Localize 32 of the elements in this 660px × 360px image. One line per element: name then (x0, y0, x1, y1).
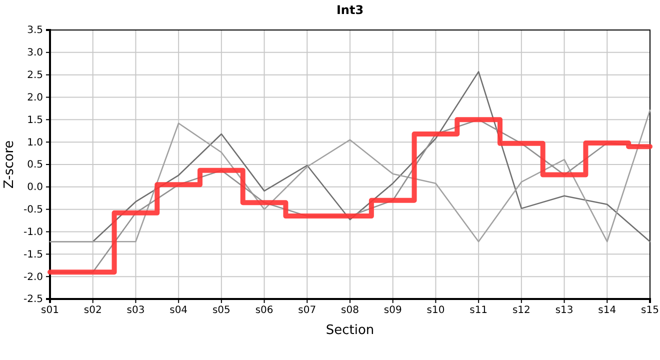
y-tick-label: 2.5 (27, 70, 43, 82)
x-tick-label: s13 (555, 305, 574, 316)
y-tick-label: -1.0 (23, 226, 43, 238)
y-tick-label: -0.5 (23, 204, 43, 216)
y-tick-label: -2.5 (23, 294, 43, 306)
y-tick-label: 3.5 (27, 25, 43, 36)
x-tick-label: s03 (126, 305, 145, 316)
y-tick-label: 3.0 (27, 48, 43, 59)
x-tick-label: s11 (470, 305, 488, 316)
y-axis-title: Z-score (2, 140, 17, 189)
y-tick-label: -1.5 (23, 249, 43, 260)
chart-title: Int3 (336, 3, 364, 17)
x-tick-label: s01 (41, 305, 59, 316)
y-tick-label: 0.5 (27, 160, 43, 171)
x-tick-label: s06 (255, 305, 274, 316)
x-tick-label: s14 (598, 305, 616, 316)
x-tick-label: s09 (384, 305, 402, 316)
x-tick-label: s10 (426, 305, 445, 316)
x-tick-label: s02 (84, 305, 102, 316)
line-series (49, 110, 651, 242)
x-tick-label: s15 (641, 305, 659, 316)
y-tick-label: 0.0 (27, 182, 43, 194)
x-tick-label: s07 (298, 305, 316, 316)
y-tick-label: 2.0 (27, 92, 43, 104)
y-tick-label: 1.0 (27, 137, 43, 148)
y-tick-label: -2.0 (23, 272, 43, 283)
x-axis-title: Section (326, 323, 374, 338)
x-tick-label: s05 (212, 305, 230, 316)
y-tick-label: 1.5 (27, 114, 43, 126)
x-tick-label: s08 (341, 305, 359, 316)
x-tick-label: s04 (170, 305, 188, 316)
x-tick-label: s12 (512, 305, 530, 316)
